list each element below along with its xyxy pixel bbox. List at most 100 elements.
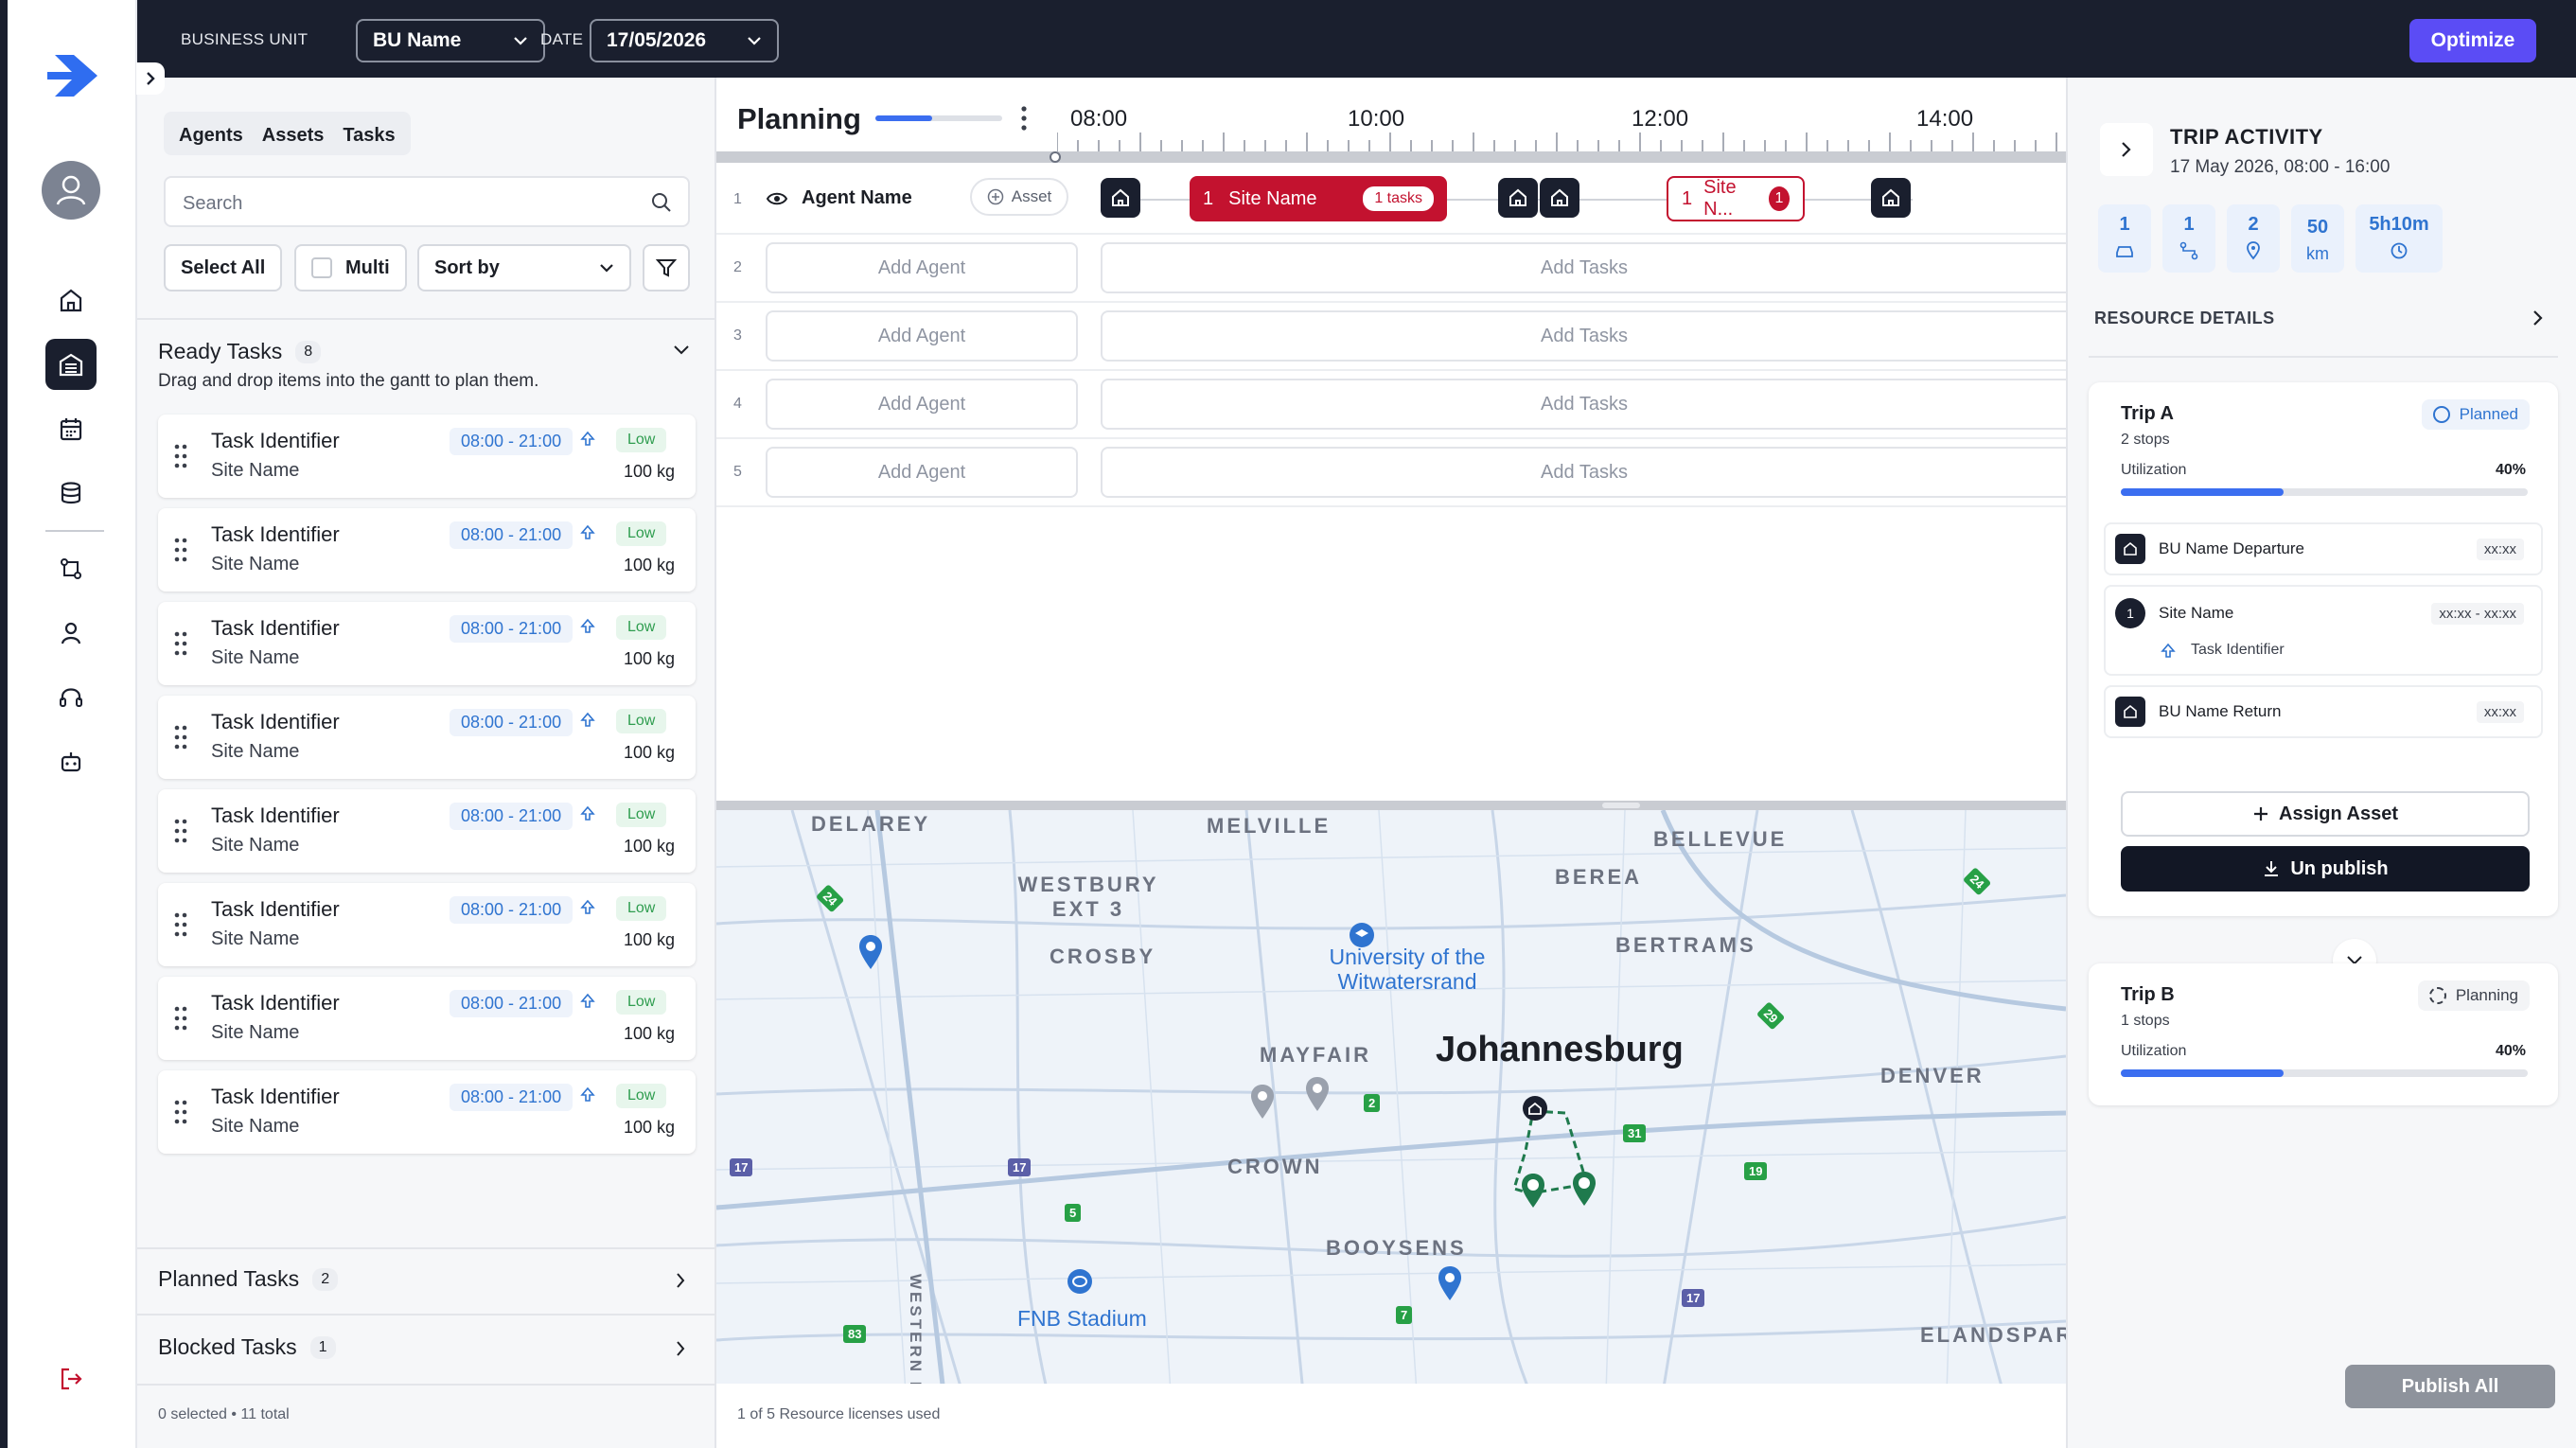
routes-nav-icon[interactable] — [45, 543, 97, 594]
multi-checkbox[interactable] — [311, 257, 332, 278]
ready-tasks-header[interactable]: Ready Tasks 8 — [158, 339, 322, 364]
drag-handle-icon[interactable] — [173, 537, 188, 563]
person-nav-icon[interactable] — [45, 608, 97, 659]
chevron-right-icon[interactable] — [675, 1340, 686, 1357]
task-card[interactable]: Task Identifier Site Name 08:00 - 21:00 Low… — [158, 883, 696, 966]
warehouse-nav-icon[interactable] — [45, 339, 97, 390]
university-icon — [1350, 923, 1374, 947]
site-chip[interactable]: 1 Site N... 1 — [1667, 176, 1805, 221]
chevron-down-icon[interactable] — [673, 344, 690, 356]
task-card[interactable]: Task Identifier Site Name 08:00 - 21:00 Low… — [158, 696, 696, 779]
task-priority: Low — [616, 709, 667, 733]
task-card[interactable]: Task Identifier Site Name 08:00 - 21:00 Low… — [158, 415, 696, 498]
map-pin-icon[interactable] — [1436, 1264, 1464, 1302]
drag-handle-icon[interactable] — [173, 443, 188, 469]
drag-handle-icon[interactable] — [173, 630, 188, 657]
timeline-scrollbar[interactable] — [716, 151, 2066, 163]
logout-icon[interactable] — [45, 1353, 97, 1404]
rail-expand-toggle[interactable] — [136, 62, 165, 95]
drag-handle-icon[interactable] — [173, 911, 188, 938]
task-title: Task Identifier — [211, 1085, 340, 1108]
priority-up-icon — [2161, 643, 2176, 658]
add-agent-slot[interactable]: Add Agent — [766, 379, 1078, 430]
support-headset-icon[interactable] — [45, 672, 97, 723]
add-tasks-slot[interactable]: Add Tasks — [1101, 310, 2066, 362]
task-card[interactable]: Task Identifier Site Name 08:00 - 21:00 Low… — [158, 977, 696, 1060]
trip-a-card[interactable]: Trip A 2 stops Planned Utilization 40% B… — [2089, 382, 2558, 982]
agent-name[interactable]: Agent Name — [802, 187, 912, 208]
route-map[interactable]: DELAREY MELVILLE BELLEVUE WESTBURY EXT 3… — [716, 801, 2066, 1384]
task-card[interactable]: Task Identifier Site Name 08:00 - 21:00 Low… — [158, 1070, 696, 1154]
filter-button[interactable] — [643, 244, 690, 291]
priority-up-icon — [580, 899, 595, 914]
highway-shield: 5 — [1065, 1204, 1082, 1222]
bot-nav-icon[interactable] — [45, 736, 97, 787]
blocked-tasks-header[interactable]: Blocked Tasks 1 — [158, 1334, 336, 1360]
drag-handle-icon[interactable] — [173, 818, 188, 844]
multi-toggle[interactable]: Multi — [294, 244, 407, 291]
user-avatar[interactable] — [42, 161, 100, 220]
depot-start-icon[interactable] — [1101, 178, 1140, 218]
task-card[interactable]: Task Identifier Site Name 08:00 - 21:00 Low… — [158, 789, 696, 873]
search-input[interactable]: Search — [164, 176, 690, 227]
date-select[interactable]: 17/05/2026 — [590, 19, 779, 62]
return-stop[interactable]: BU Name Return xx:xx — [2104, 685, 2543, 738]
date-value: 17/05/2026 — [607, 29, 707, 51]
add-agent-slot[interactable]: Add Agent — [766, 310, 1078, 362]
select-all-button[interactable]: Select All — [164, 244, 283, 291]
collapse-panel-button[interactable] — [2100, 123, 2153, 176]
chevron-right-icon[interactable] — [2532, 309, 2545, 327]
map-pin-icon[interactable] — [856, 933, 885, 971]
route-stop-1-icon[interactable] — [1519, 1172, 1547, 1210]
kebab-menu-icon[interactable] — [1019, 104, 1029, 132]
depot-return-icon[interactable] — [1498, 178, 1538, 218]
sort-by-select[interactable]: Sort by — [417, 244, 631, 291]
planning-progress-fill — [875, 115, 933, 121]
chevron-right-icon[interactable] — [675, 1272, 686, 1289]
route-stop-2-icon[interactable] — [1570, 1170, 1598, 1208]
depot-icon — [2115, 697, 2145, 727]
trip-name: Trip A — [2121, 403, 2174, 424]
trip-b-card[interactable]: Trip B 1 stops Planning Utilization 40% — [2089, 963, 2558, 1105]
app-logo-icon[interactable] — [45, 47, 112, 104]
planned-tasks-header[interactable]: Planned Tasks 2 — [158, 1266, 339, 1292]
map-pin-icon[interactable] — [1248, 1083, 1277, 1121]
tab-tasks[interactable]: Tasks — [343, 125, 396, 146]
drag-handle-icon[interactable] — [173, 1099, 188, 1125]
site-chip[interactable]: 1 Site Name 1 tasks — [1190, 176, 1447, 221]
tab-assets[interactable]: Assets — [261, 125, 325, 146]
drag-handle-icon[interactable] — [173, 1005, 188, 1032]
row-number: 2 — [733, 259, 742, 275]
eye-icon[interactable] — [766, 189, 788, 208]
site-stop[interactable]: 1 Site Name xx:xx - xx:xx Task Identifie… — [2104, 585, 2543, 676]
depot-return-icon[interactable] — [1871, 178, 1911, 218]
depot-start-icon[interactable] — [1540, 178, 1579, 218]
tab-agents[interactable]: Agents — [179, 125, 243, 146]
assign-asset-button[interactable]: Assign Asset — [2121, 791, 2530, 837]
map-resize-handle[interactable] — [1602, 803, 1640, 808]
map-area-label: CROSBY — [1050, 945, 1156, 968]
stat-distance: 50 km — [2291, 204, 2344, 273]
calendar-nav-icon[interactable] — [45, 403, 97, 454]
map-pin-icon[interactable] — [1303, 1075, 1332, 1113]
unpublish-button[interactable]: Un publish — [2121, 846, 2530, 892]
drag-handle-icon[interactable] — [173, 724, 188, 750]
depot-map-icon[interactable] — [1521, 1094, 1549, 1122]
stat-stops: 2 — [2227, 204, 2280, 273]
home-nav-icon[interactable] — [45, 274, 97, 326]
add-tasks-slot[interactable]: Add Tasks — [1101, 242, 2066, 293]
add-tasks-slot[interactable]: Add Tasks — [1101, 379, 2066, 430]
task-card[interactable]: Task Identifier Site Name 08:00 - 21:00 Low… — [158, 602, 696, 685]
business-unit-select[interactable]: BU Name — [356, 19, 545, 62]
add-tasks-slot[interactable]: Add Tasks — [1101, 447, 2066, 498]
add-agent-slot[interactable]: Add Agent — [766, 447, 1078, 498]
asset-pill[interactable]: Asset — [970, 178, 1068, 216]
resource-details-title[interactable]: RESOURCE DETAILS — [2094, 309, 2275, 327]
task-card[interactable]: Task Identifier Site Name 08:00 - 21:00 Low… — [158, 508, 696, 592]
departure-stop[interactable]: BU Name Departure xx:xx — [2104, 522, 2543, 575]
database-nav-icon[interactable] — [45, 468, 97, 519]
add-agent-slot[interactable]: Add Agent — [766, 242, 1078, 293]
publish-all-button[interactable]: Publish All — [2345, 1365, 2555, 1408]
optimize-button[interactable]: Optimize — [2409, 19, 2536, 62]
task-priority: Low — [616, 990, 667, 1015]
